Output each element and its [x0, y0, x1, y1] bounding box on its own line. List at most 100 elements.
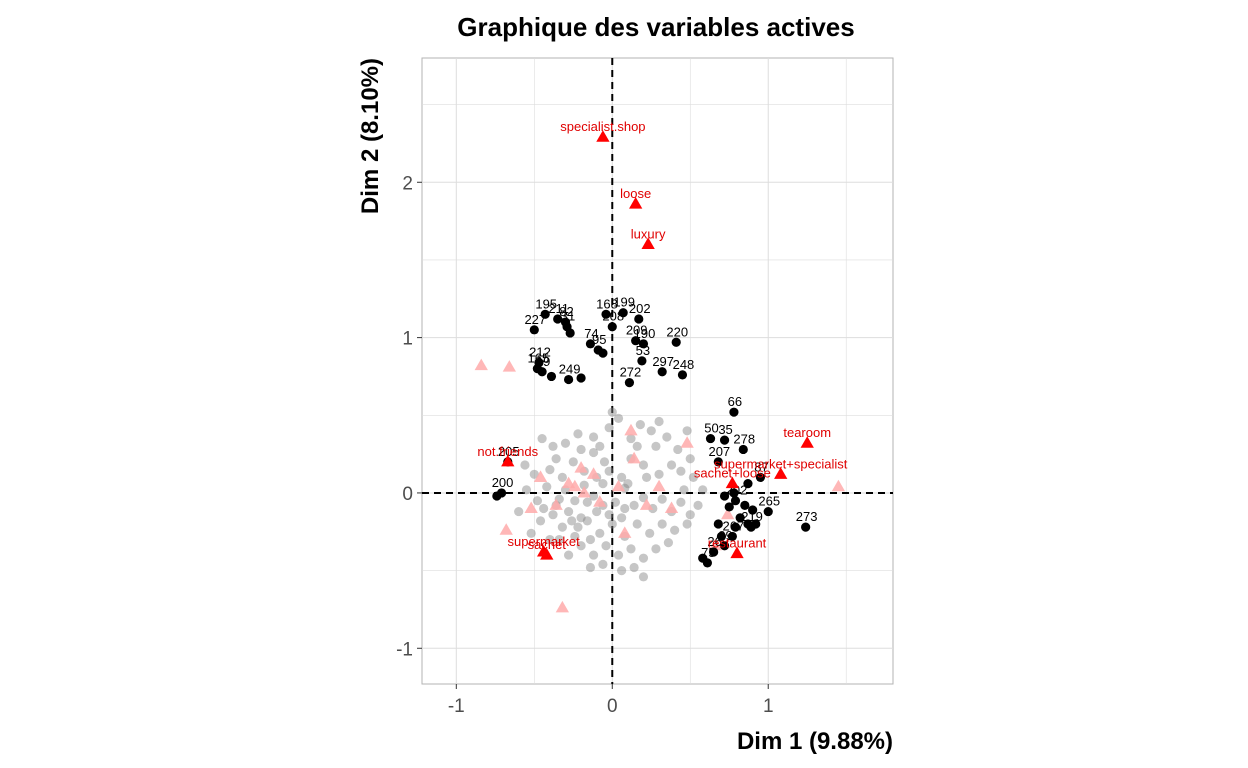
- individual-point: [677, 370, 688, 380]
- background-individual-point: [657, 494, 667, 504]
- category-triangle: [540, 548, 554, 560]
- category-triangle: [725, 476, 740, 489]
- background-individual-point: [638, 460, 649, 470]
- background-category-triangle: [721, 507, 735, 520]
- background-category-triangle: [664, 501, 679, 514]
- individual-label: 82: [559, 304, 573, 319]
- category-label: supermarket+specialist: [714, 456, 848, 471]
- individual-label: 208: [602, 309, 624, 324]
- individual-label: 195: [535, 296, 557, 311]
- background-individual-point: [626, 433, 636, 444]
- background-individual-point: [688, 472, 698, 483]
- background-individual-point: [632, 519, 642, 529]
- individual-label: 190: [634, 326, 656, 341]
- individual-label: 74: [584, 326, 598, 341]
- background-category-triangle: [611, 479, 626, 492]
- background-individual-point: [595, 528, 605, 538]
- individual-point: [607, 322, 617, 332]
- background-individual-point: [582, 497, 592, 507]
- background-individual-point: [564, 506, 574, 517]
- background-individual-point: [576, 513, 586, 523]
- background-individual-point: [613, 413, 624, 423]
- background-individual-point: [657, 519, 667, 529]
- individual-label: 248: [673, 357, 695, 372]
- category-label: sachet: [528, 537, 567, 552]
- background-individual-point: [582, 516, 592, 526]
- individual-point: [719, 541, 730, 551]
- individual-point: [540, 309, 550, 319]
- x-axis-ticks: -1 0 1: [448, 684, 774, 717]
- background-individual-point: [557, 472, 567, 483]
- individual-point: [729, 407, 739, 417]
- individual-point: [740, 500, 750, 510]
- background-category-triangle: [593, 495, 607, 507]
- background-individual-point: [576, 541, 586, 551]
- background-category-triangle: [586, 467, 601, 479]
- background-individual-point: [654, 469, 664, 479]
- category-label: tearoom: [783, 425, 831, 440]
- background-individual-point: [514, 506, 524, 517]
- individual-point: [564, 374, 574, 385]
- category-label: specialist.shop: [560, 119, 645, 134]
- individual-label: 95: [592, 332, 606, 347]
- background-category-triangle: [555, 600, 570, 613]
- background-individual-point: [520, 460, 530, 470]
- background-individual-point: [632, 441, 642, 451]
- background-individual-point: [585, 562, 596, 573]
- individual-label: 249: [559, 362, 581, 377]
- background-individual-point: [635, 419, 645, 430]
- background-individual-point: [595, 441, 605, 451]
- background-individual-point: [537, 433, 547, 444]
- individual-label: 75: [701, 545, 715, 560]
- background-individual-point: [588, 432, 599, 442]
- background-individual-point: [521, 485, 532, 495]
- individual-label: 273: [796, 509, 818, 524]
- panel-border: [421, 57, 894, 685]
- background-individual-point: [629, 500, 639, 510]
- background-category-triangle: [533, 470, 548, 482]
- category-triangle: [774, 467, 788, 479]
- individual-point: [709, 547, 719, 557]
- individual-label: 265: [758, 494, 780, 509]
- background-individual-point: [662, 432, 672, 442]
- category-triangle: [730, 546, 744, 559]
- individual-point: [763, 506, 773, 517]
- background-individual-point: [570, 496, 580, 506]
- individual-label: 87: [754, 459, 768, 474]
- individual-point: [702, 558, 713, 568]
- background-individual-point: [607, 407, 617, 417]
- background-individual-point: [588, 491, 599, 501]
- background-individual-point: [676, 466, 686, 476]
- individual-point: [724, 502, 734, 512]
- background-category-triangle: [549, 498, 563, 510]
- background-individual-point: [663, 538, 674, 548]
- background-individual-point: [685, 454, 695, 464]
- y-tick-label: -1: [396, 639, 413, 660]
- plot-panel: [421, 57, 894, 685]
- y-axis-ticks: -1 0 1 2: [396, 173, 422, 660]
- background-individual-point: [598, 559, 608, 569]
- background-individual-point: [567, 516, 577, 526]
- background-category-triangle: [568, 479, 582, 492]
- individual-point: [585, 339, 596, 349]
- background-individual-point: [588, 550, 599, 560]
- background-individual-point: [588, 447, 599, 458]
- background-individual-point: [579, 480, 589, 490]
- individual-point: [713, 519, 723, 529]
- background-individual-point: [573, 429, 583, 439]
- background-individual-point: [564, 550, 574, 560]
- individual-label: 99: [718, 528, 732, 543]
- x-tick-label: -1: [448, 696, 465, 717]
- background-category-triangle: [708, 538, 722, 551]
- individual-point: [727, 531, 737, 542]
- category-label: sachet+loose: [694, 466, 771, 481]
- category-triangle: [800, 436, 814, 448]
- individual-label: 267: [723, 518, 745, 533]
- individual-label: 202: [629, 301, 651, 316]
- background-category-triangle: [474, 358, 488, 371]
- category-triangle: [641, 237, 655, 249]
- individual-point: [671, 337, 681, 347]
- background-individual-point: [638, 572, 649, 582]
- background-individual-point: [617, 513, 627, 523]
- background-individual-point: [548, 510, 558, 520]
